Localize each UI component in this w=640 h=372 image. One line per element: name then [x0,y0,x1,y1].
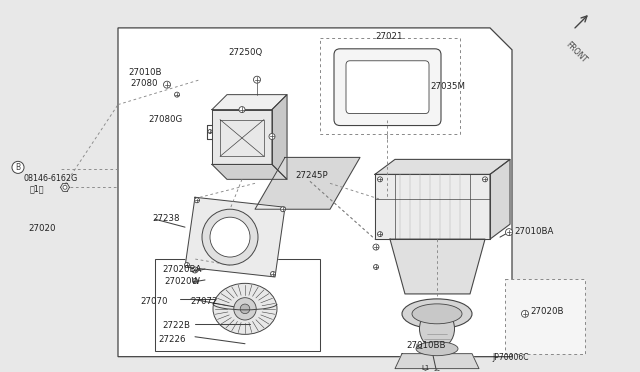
Text: 27010BB: 27010BB [406,341,445,350]
Polygon shape [118,28,512,357]
Text: 27020: 27020 [28,224,56,233]
Ellipse shape [213,283,277,334]
Circle shape [208,129,212,134]
Circle shape [210,217,250,257]
Bar [155,259,320,351]
Text: 27080G: 27080G [148,115,182,124]
Text: 27035M: 27035M [430,82,465,91]
Ellipse shape [412,304,462,324]
Circle shape [240,304,250,314]
Ellipse shape [416,342,458,356]
Text: L1: L1 [421,365,429,371]
Polygon shape [272,94,287,179]
Bar [505,279,585,354]
Circle shape [202,209,258,265]
Text: JP70006C: JP70006C [492,353,529,362]
Polygon shape [390,239,485,294]
Ellipse shape [419,309,454,349]
Text: 27250Q: 27250Q [228,48,262,57]
Text: L1: L1 [415,344,424,350]
Text: 27021: 27021 [375,32,403,41]
Text: 27020B: 27020B [530,307,563,316]
Circle shape [239,107,245,113]
Text: 27020W: 27020W [164,277,200,286]
Circle shape [63,185,67,189]
Circle shape [433,370,440,372]
Text: 2722B: 2722B [162,321,190,330]
Circle shape [374,264,378,269]
Polygon shape [255,157,360,209]
Circle shape [271,272,275,276]
Circle shape [234,298,256,320]
Bar [320,38,460,135]
Circle shape [280,207,285,212]
Polygon shape [212,94,287,110]
Polygon shape [375,174,490,239]
Text: 08146-6162G: 08146-6162G [24,174,78,183]
FancyBboxPatch shape [334,49,441,125]
Polygon shape [185,197,285,277]
Circle shape [483,177,488,182]
Text: B: B [15,163,20,172]
Text: 27238: 27238 [152,214,179,223]
Circle shape [522,310,529,317]
Circle shape [269,134,275,140]
Circle shape [193,279,198,283]
Text: 27020BA: 27020BA [162,265,202,274]
Text: 27226: 27226 [158,335,186,344]
Circle shape [163,81,170,88]
Circle shape [192,267,198,273]
Circle shape [506,229,513,235]
FancyBboxPatch shape [346,61,429,113]
Polygon shape [375,160,510,174]
Circle shape [378,232,383,237]
Circle shape [253,76,260,83]
Polygon shape [490,160,510,239]
Text: 27080: 27080 [130,79,157,88]
Text: 27010B: 27010B [128,68,161,77]
Circle shape [184,263,189,267]
Polygon shape [212,164,287,179]
Circle shape [175,92,179,97]
Circle shape [195,198,200,203]
Text: FRONT: FRONT [564,40,589,65]
Polygon shape [395,354,479,369]
Text: 27072: 27072 [190,297,218,306]
Circle shape [373,244,379,250]
Text: 27070: 27070 [140,297,168,306]
Text: 27245P: 27245P [295,171,328,180]
Text: 27010BA: 27010BA [514,227,554,236]
Circle shape [378,177,383,182]
Ellipse shape [402,299,472,329]
Polygon shape [212,110,272,164]
Text: （1）: （1） [30,184,45,193]
